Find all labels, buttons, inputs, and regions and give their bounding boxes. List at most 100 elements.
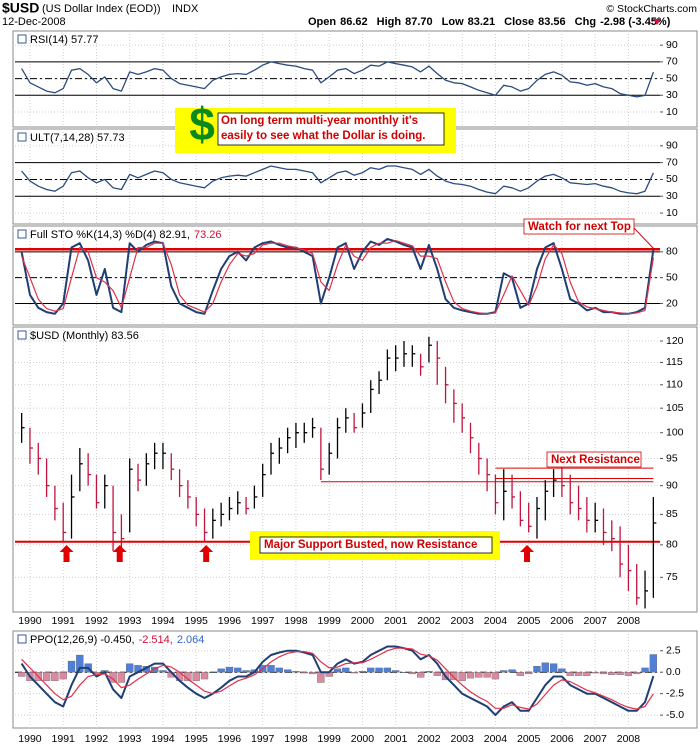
- histogram-bar: [616, 672, 624, 675]
- histogram-bar: [192, 672, 200, 681]
- histogram-bar: [500, 670, 508, 673]
- x-tick-label: 1992: [85, 733, 109, 745]
- x-tick-label: 2000: [351, 615, 375, 627]
- histogram-bar: [333, 668, 342, 673]
- label-icon: [17, 132, 27, 142]
- histogram-bar: [42, 672, 51, 681]
- series-line: [21, 165, 654, 195]
- symbol: $USD: [2, 0, 39, 16]
- quote-label: Open: [308, 16, 336, 28]
- series-line: [21, 240, 654, 315]
- y-tick-label: 80: [666, 539, 678, 551]
- panel: 2.5 0.0 -2.5 -5.0 PPO(12,26,9) -0.450, -2.514…: [15, 631, 684, 728]
- histogram-bar: [641, 667, 649, 673]
- quote-value: 86.62: [340, 16, 368, 28]
- x-tick-label: 1998: [284, 733, 308, 745]
- panel-frame: [12, 326, 698, 613]
- y-tick-label: 70: [666, 156, 678, 168]
- quote-value: -2.98 (-3.45%): [600, 16, 671, 28]
- histogram-bar: [67, 660, 76, 673]
- panel-label: Full STO %K(14,3) %D(4) 82.91,: [30, 229, 190, 241]
- source: © StockCharts.com: [606, 3, 697, 15]
- resistance-note: Next Resistance: [551, 454, 640, 466]
- x-tick-label: 2006: [550, 733, 574, 745]
- histogram-bar: [591, 672, 599, 674]
- histogram-bar: [342, 667, 350, 673]
- x-tick-label: 2003: [450, 733, 474, 745]
- x-tick-label: 2008: [617, 733, 641, 745]
- panel-label: ULT(7,14,28) 57.73: [30, 132, 125, 144]
- x-tick-label: 2008: [617, 615, 641, 627]
- x-tick-label: 2004: [484, 615, 508, 627]
- x-tick-label: 1999: [318, 615, 342, 627]
- x-tick-label: 1994: [151, 615, 175, 627]
- histogram-bar: [383, 667, 392, 673]
- panel-label: -2.514,: [139, 634, 173, 646]
- y-tick-label: 10: [666, 207, 678, 219]
- histogram-bar: [350, 672, 358, 674]
- x-tick-label: 2007: [583, 615, 607, 627]
- x-tick-label: 1998: [284, 615, 308, 627]
- histogram-bar: [533, 666, 541, 673]
- series-line: [20, 237, 655, 315]
- y-tick-label: 85: [666, 508, 678, 520]
- x-tick-label: 1990: [18, 615, 42, 627]
- panel-label: PPO(12,26,9) -0.450,: [30, 634, 135, 646]
- y-tick-label: 75: [666, 571, 678, 583]
- y-tick-label: 10: [666, 106, 678, 118]
- histogram-bar: [126, 663, 134, 673]
- histogram-bar: [150, 666, 159, 673]
- x-tick-label: 2005: [517, 733, 541, 745]
- support-note: Major Support Busted, now Resistance: [264, 539, 477, 551]
- histogram-bar: [300, 672, 308, 674]
- panel: 10 30 50 70 90 RSI(14) 57.77: [15, 31, 678, 127]
- x-tick-label: 1993: [118, 733, 142, 745]
- note-inner: [217, 112, 445, 146]
- histogram-bar: [516, 672, 525, 676]
- x-tick-label: 1991: [52, 733, 76, 745]
- histogram-bar: [450, 672, 458, 681]
- symbol-name: (US Dollar Index (EOD)): [42, 3, 161, 15]
- y-tick-label: 120: [666, 335, 684, 347]
- quote-label: Low: [442, 16, 464, 28]
- panel: 20 50 80 Full STO %K(14,3) %D(4) 82.91, 73.2…: [15, 226, 678, 325]
- panel-frame: [12, 225, 698, 326]
- x-tick-label: 1997: [251, 615, 275, 627]
- quote-value: 87.70: [405, 16, 433, 28]
- note-line: On long term multi-year monthly it's: [221, 115, 418, 127]
- label-icon: [17, 330, 27, 340]
- histogram-bar: [558, 668, 566, 673]
- x-tick-label: 2006: [550, 615, 574, 627]
- histogram-bar: [367, 667, 375, 673]
- series-line: [21, 61, 655, 98]
- label-icon: [17, 34, 27, 44]
- x-tick-label: 1994: [151, 733, 175, 745]
- histogram-bar: [649, 654, 658, 673]
- histogram-bar: [234, 667, 242, 673]
- histogram-bar: [433, 672, 441, 676]
- histogram-bar: [608, 672, 616, 675]
- x-tick-label: 1995: [185, 733, 209, 745]
- annotations: $ On long term multi-year monthly it's e…: [175, 98, 656, 560]
- histogram-bar: [308, 672, 317, 675]
- exchange: INDX: [172, 3, 199, 15]
- histogram-bar: [117, 672, 126, 683]
- panel-frame: [12, 630, 698, 729]
- histogram-bar: [458, 672, 466, 681]
- histogram-bar: [292, 671, 300, 673]
- y-tick-label: 80: [666, 246, 678, 258]
- x-tick-label: 1999: [318, 733, 342, 745]
- histogram-bar: [425, 671, 433, 673]
- y-tick-label: 50: [666, 72, 678, 84]
- x-tick-label: 2001: [384, 733, 408, 745]
- support-arrow: [520, 545, 535, 562]
- quote-label: Chg: [575, 16, 596, 28]
- quote-value: 83.21: [468, 16, 496, 28]
- x-tick-label: 2007: [583, 733, 607, 745]
- x-tick-label: 2001: [384, 615, 408, 627]
- x-tick-label: 1993: [118, 615, 142, 627]
- histogram-bar: [225, 666, 234, 673]
- x-tick-label: 2005: [517, 615, 541, 627]
- y-tick-label: 20: [666, 297, 678, 309]
